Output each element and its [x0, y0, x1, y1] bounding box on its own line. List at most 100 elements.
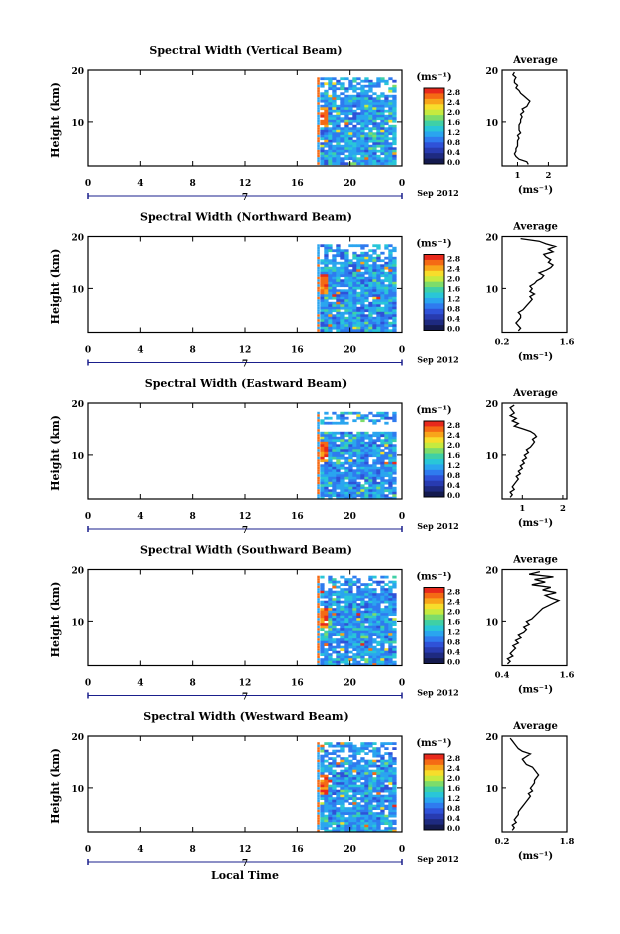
heatmap-edge-cell: [317, 254, 320, 257]
heatmap-cell: [384, 431, 389, 435]
heatmap-edge-cell: [317, 630, 320, 634]
heatmap-cell: [320, 494, 325, 498]
heatmap-cell: [324, 304, 329, 308]
heatmap-cell: [328, 469, 333, 473]
heatmap-cell: [380, 590, 385, 594]
heatmap-cell: [384, 439, 389, 443]
heatmap-cell: [332, 284, 337, 288]
heatmap-cell: [360, 112, 365, 116]
heatmap-cell: [392, 154, 397, 158]
heatmap-cell: [384, 311, 389, 315]
heatmap-cell: [372, 306, 377, 310]
heatmap-cell: [360, 757, 365, 760]
colorbar-swatch: [424, 98, 444, 105]
heatmap-cell: [340, 461, 345, 465]
heatmap-cell: [380, 580, 385, 584]
heatmap-cell: [332, 124, 337, 128]
heatmap-cell: [344, 779, 349, 783]
heatmap-cell: [384, 640, 389, 644]
heatmap-cell: [364, 466, 369, 470]
heatmap-cell: [376, 144, 381, 148]
heatmap-cell: [340, 744, 345, 748]
heatmap-edge-cell: [317, 653, 320, 656]
heatmap-cell: [332, 296, 337, 300]
heatmap-edge-cell: [317, 449, 320, 452]
heatmap-cell: [344, 157, 349, 161]
heatmap-cell: [340, 630, 345, 634]
heatmap-cell: [320, 762, 325, 765]
heatmap-cell: [360, 117, 365, 121]
heatmap-cell: [336, 628, 341, 631]
heatmap-cell: [344, 147, 349, 151]
heatmap-cell: [368, 615, 373, 619]
heatmap-cell: [368, 464, 373, 468]
heatmap-cell: [328, 578, 333, 581]
heatmap-cell: [348, 444, 353, 448]
heatmap-cell: [392, 157, 397, 161]
heatmap-cell: [364, 244, 369, 248]
heatmap-cell: [320, 484, 325, 488]
heatmap-cell: [340, 269, 345, 273]
heatmap-cell: [328, 316, 333, 320]
heatmap-cell: [376, 829, 381, 833]
heatmap-cell: [384, 461, 389, 465]
heatmap-cell: [340, 590, 345, 594]
heatmap-cell: [340, 613, 345, 616]
heatmap-cell: [380, 92, 385, 96]
heatmap-cell: [344, 595, 349, 599]
heatmap-cell: [388, 799, 393, 803]
heatmap-cell: [344, 774, 349, 778]
heatmap-edge-cell: [317, 459, 320, 462]
heatmap-cell: [360, 119, 365, 123]
heatmap-cell: [380, 466, 385, 470]
heatmap-cell: [348, 134, 353, 138]
heatmap-cell: [324, 446, 329, 450]
heatmap-cell: [380, 321, 385, 325]
heatmap-cell: [340, 436, 345, 440]
heatmap-cell: [372, 580, 377, 584]
heatmap-cell: [344, 459, 349, 463]
heatmap-edge-cell: [317, 650, 320, 654]
heatmap-cell: [344, 316, 349, 320]
heatmap-cell: [348, 787, 353, 790]
heatmap-cell: [380, 411, 385, 415]
heatmap-cell: [368, 276, 373, 280]
heatmap-cell: [360, 494, 365, 498]
heatmap-cell: [332, 254, 337, 258]
heatmap-cell: [348, 144, 353, 148]
heatmap-cell: [364, 648, 369, 651]
heatmap-cell: [332, 648, 337, 651]
heatmap-cell: [324, 271, 329, 275]
heatmap-cell: [332, 304, 337, 308]
heatmap-cell: [348, 271, 353, 275]
heatmap-cell: [328, 269, 333, 273]
x-tick-label: 8: [190, 179, 196, 189]
heatmap-cell: [328, 449, 333, 453]
heatmap-cell: [384, 139, 389, 143]
heatmap-cell: [324, 742, 329, 745]
heatmap-cell: [332, 600, 337, 604]
heatmap-cell: [360, 294, 365, 298]
heatmap-cell: [344, 324, 349, 328]
colorbar-swatch: [424, 442, 444, 449]
heatmap-cell: [344, 284, 349, 288]
heatmap-cell: [368, 598, 373, 601]
heatmap-cell: [392, 446, 397, 450]
heatmap-cell: [352, 655, 357, 659]
colorbar-swatch: [424, 630, 444, 637]
heatmap-cell: [340, 446, 345, 450]
heatmap-cell: [328, 444, 333, 448]
colorbar-swatch: [424, 120, 444, 127]
heatmap-cell: [360, 449, 365, 453]
heatmap-cell: [336, 301, 341, 305]
heatmap-cell: [372, 271, 377, 275]
heatmap-cell: [368, 628, 373, 631]
heatmap-cell: [360, 304, 365, 308]
heatmap-cell: [352, 244, 357, 248]
heatmap-cell: [392, 454, 397, 458]
heatmap-cell: [368, 119, 373, 123]
heatmap-cell: [340, 139, 345, 143]
heatmap-cell: [324, 782, 329, 785]
y-tick-label: 20: [71, 67, 84, 77]
heatmap-cell: [340, 496, 345, 500]
